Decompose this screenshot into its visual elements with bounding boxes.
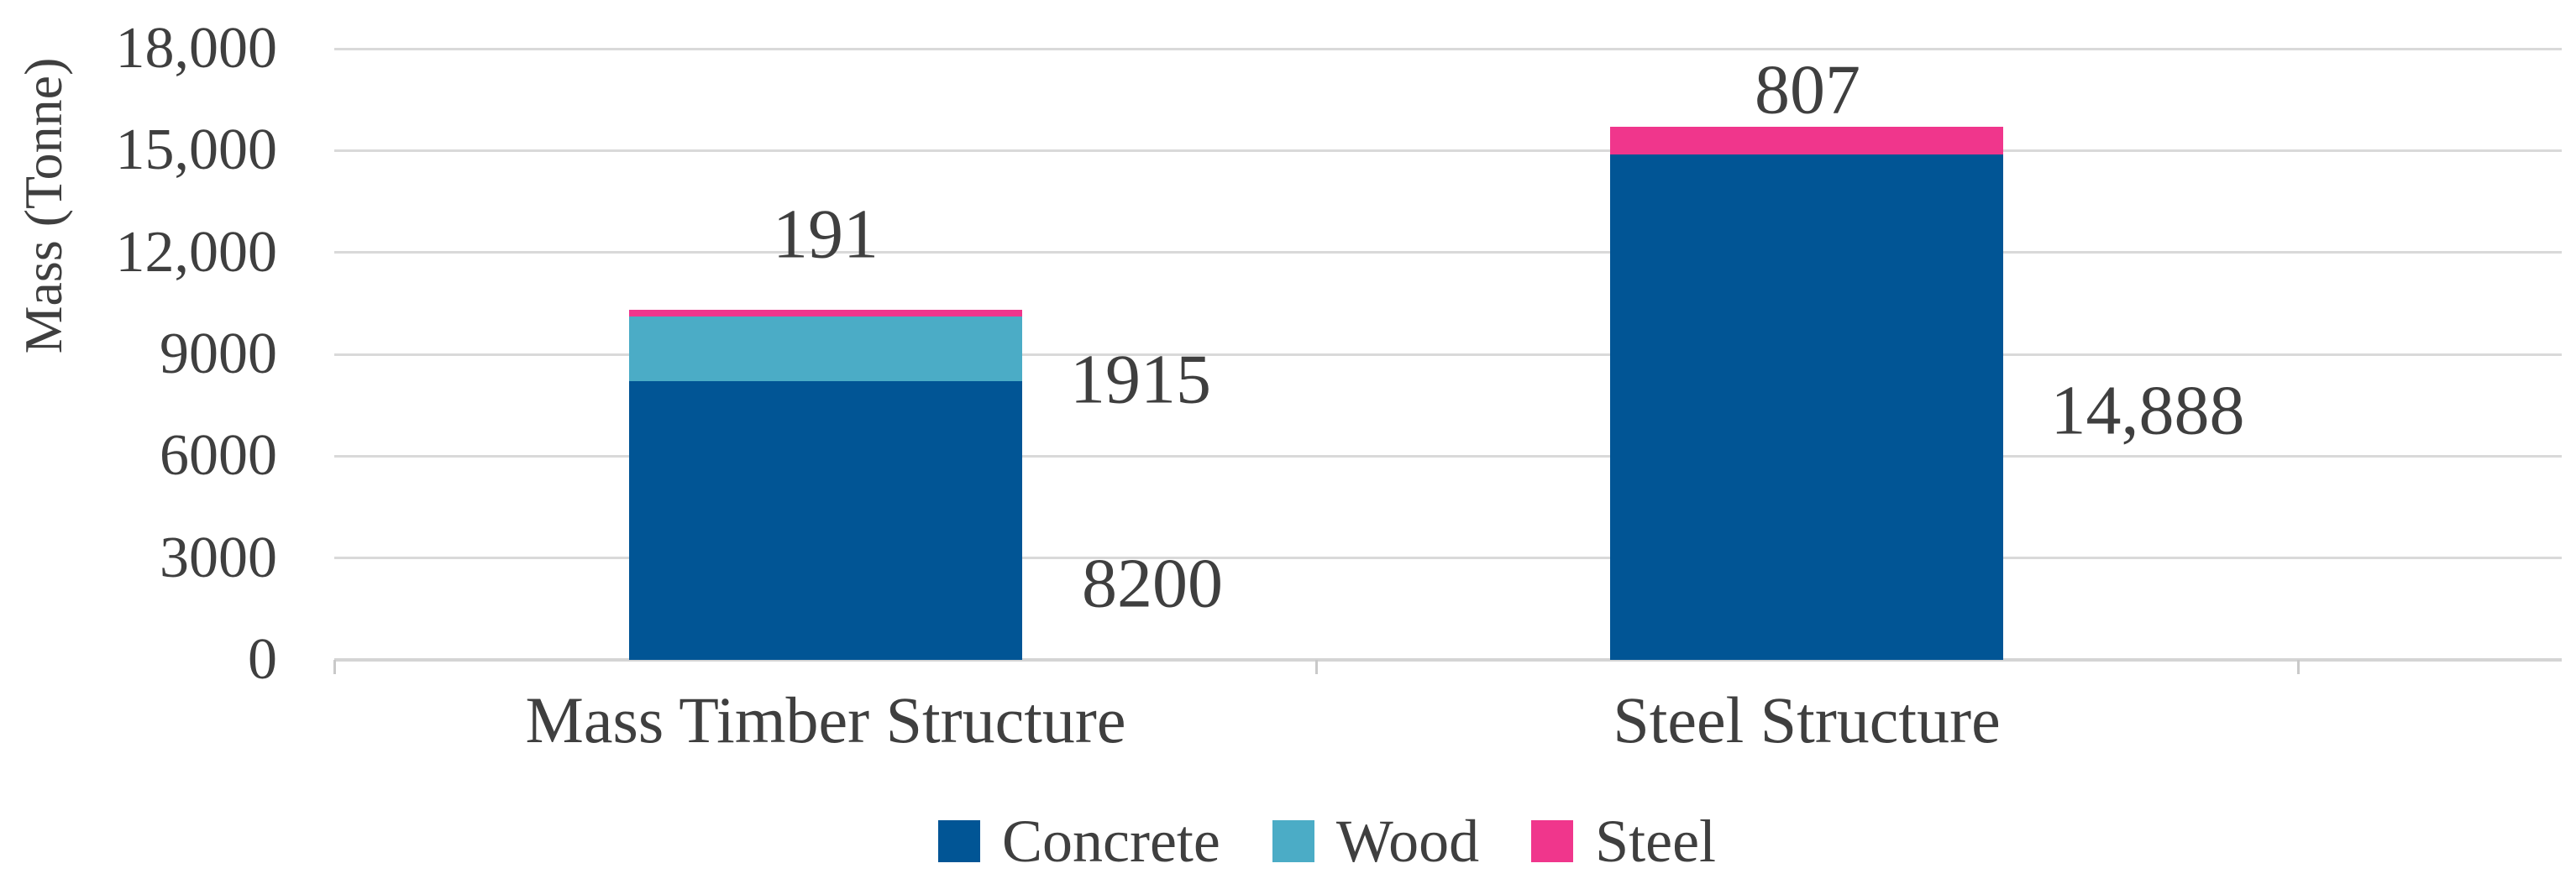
data-label-concrete-0: 8200 bbox=[1082, 544, 1223, 623]
gridline bbox=[334, 454, 2562, 458]
x-axis-tick-mark bbox=[1315, 660, 1318, 674]
legend-swatch-concrete bbox=[938, 820, 980, 862]
gridline bbox=[334, 47, 2562, 50]
gridline bbox=[334, 557, 2562, 560]
bar-segment-steel-steel-structure bbox=[1610, 127, 2003, 154]
y-tick-label: 9000 bbox=[160, 322, 277, 386]
gridline bbox=[334, 353, 2562, 356]
legend-item-steel: Steel bbox=[1531, 811, 1716, 871]
y-axis-title: Mass (Tonne) bbox=[13, 57, 73, 354]
legend-item-wood: Wood bbox=[1272, 811, 1479, 871]
data-label-concrete-1: 14,888 bbox=[2050, 371, 2245, 450]
x-axis-tick-mark bbox=[333, 660, 336, 674]
data-label-steel-1: 807 bbox=[1755, 50, 1860, 129]
gridline bbox=[334, 149, 2562, 152]
bar-segment-wood-mass-timber-structure bbox=[629, 316, 1022, 382]
bar-segment-concrete-mass-timber-structure bbox=[629, 381, 1022, 660]
y-tick-label: 0 bbox=[248, 627, 277, 692]
y-tick-label: 18,000 bbox=[115, 16, 278, 81]
legend-swatch-wood bbox=[1272, 820, 1314, 862]
legend-swatch-steel bbox=[1531, 820, 1574, 862]
y-tick-label: 6000 bbox=[160, 423, 277, 489]
data-label-wood-0: 1915 bbox=[1070, 340, 1211, 419]
gridline bbox=[334, 251, 2562, 254]
bar-segment-steel-mass-timber-structure bbox=[629, 310, 1022, 317]
data-label-steel-0: 191 bbox=[773, 195, 879, 274]
category-label-mass-timber-structure: Mass Timber Structure bbox=[525, 683, 1126, 756]
y-tick-label: 15,000 bbox=[115, 118, 278, 183]
bar-segment-concrete-steel-structure bbox=[1610, 154, 2003, 660]
legend: Concrete Wood Steel bbox=[938, 799, 1716, 879]
legend-label-concrete: Concrete bbox=[1002, 808, 1220, 875]
legend-label-wood: Wood bbox=[1335, 808, 1480, 875]
y-tick-label: 3000 bbox=[160, 525, 277, 590]
x-axis-tick-mark bbox=[2297, 660, 2300, 674]
legend-label-steel: Steel bbox=[1595, 808, 1717, 875]
category-label-steel-structure: Steel Structure bbox=[1613, 683, 2001, 756]
x-axis-line bbox=[334, 658, 2562, 662]
y-tick-label: 12,000 bbox=[115, 219, 278, 285]
legend-item-concrete: Concrete bbox=[938, 811, 1220, 871]
